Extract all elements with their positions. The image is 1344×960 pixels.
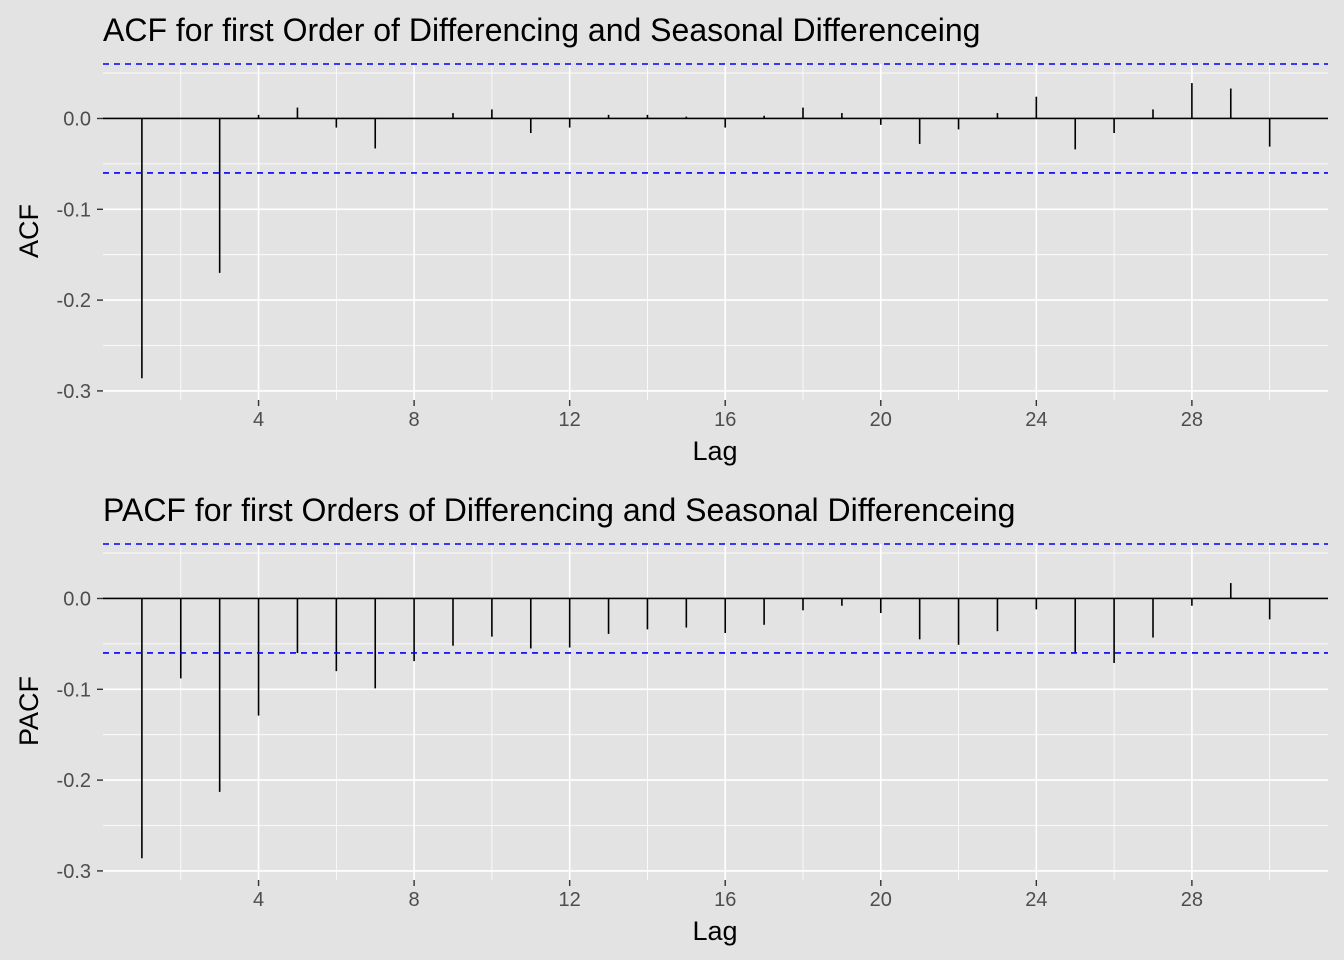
pacf-x-tick-label: 16	[714, 889, 736, 911]
acf-chart: -0.3 -0.2 -0.1 0.0 4 8 12 16 20 24 28 ACF for first…	[14, 12, 1328, 466]
pacf-x-axis-label: Lag	[692, 916, 737, 946]
pacf-chart: -0.3 -0.2 -0.1 0.0 4 8 12 16 20 24 28 PACF for firs…	[14, 492, 1328, 946]
acf-y-axis-label: ACF	[14, 204, 44, 258]
acf-y-tick-label: 0.0	[63, 108, 91, 130]
pacf-x-tick-label: 8	[409, 889, 420, 911]
acf-chart-title: ACF for first Order of Differencing and …	[103, 12, 980, 48]
pacf-x-tick-label: 24	[1025, 889, 1047, 911]
pacf-y-tick-label: -0.3	[57, 861, 91, 883]
pacf-y-tick-label: -0.2	[57, 770, 91, 792]
pacf-x-tick-label: 4	[253, 889, 264, 911]
acf-x-axis-label: Lag	[692, 436, 737, 466]
acf-x-tick-label: 8	[409, 409, 420, 431]
pacf-x-tick-label: 28	[1181, 889, 1203, 911]
pacf-x-tick-label: 12	[559, 889, 581, 911]
acf-x-tick-label: 24	[1025, 409, 1047, 431]
acf-x-tick-label: 20	[870, 409, 892, 431]
pacf-y-tick-label: 0.0	[63, 588, 91, 610]
acf-y-tick-label: -0.2	[57, 290, 91, 312]
pacf-x-tick-label: 20	[870, 889, 892, 911]
pacf-chart-title: PACF for first Orders of Differencing an…	[103, 492, 1015, 528]
acf-x-tick-label: 12	[559, 409, 581, 431]
acf-x-tick-label: 4	[253, 409, 264, 431]
acf-x-tick-label: 16	[714, 409, 736, 431]
pacf-y-axis-label: PACF	[14, 676, 44, 746]
pacf-y-tick-label: -0.1	[57, 679, 91, 701]
acf-plot-panel	[103, 64, 1328, 400]
acf-x-tick-label: 28	[1181, 409, 1203, 431]
acf-y-tick-label: -0.1	[57, 199, 91, 221]
pacf-plot-panel	[103, 544, 1328, 880]
acf-y-tick-label: -0.3	[57, 381, 91, 403]
